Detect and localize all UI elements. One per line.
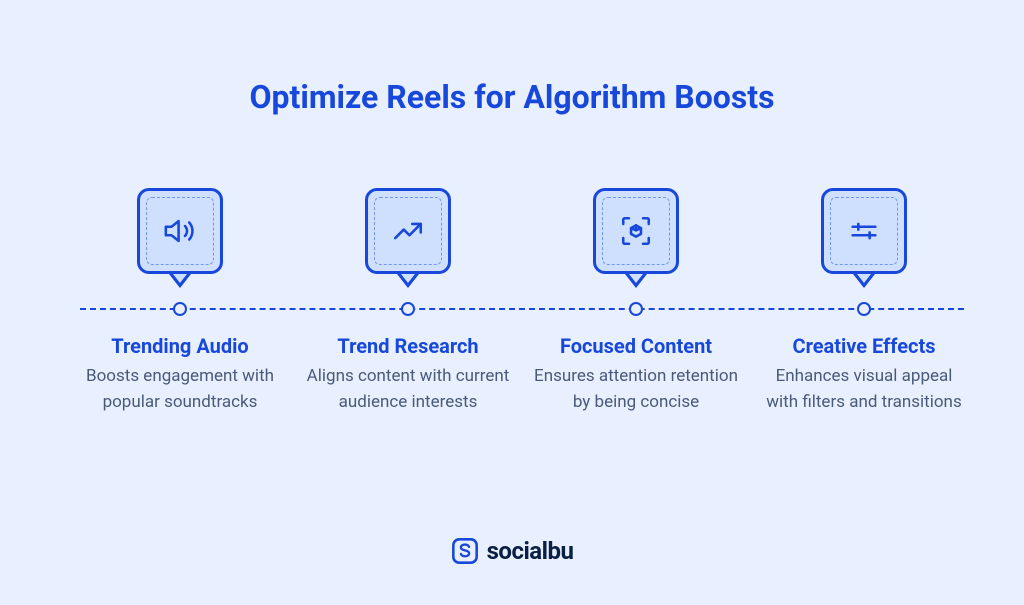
timeline-dot xyxy=(857,302,871,316)
card-connector-fill xyxy=(629,274,643,283)
card-connector-fill xyxy=(173,274,187,283)
item-desc: Aligns content with current audience int… xyxy=(303,364,513,415)
brand: socialbu xyxy=(0,537,1024,565)
brand-name: socialbu xyxy=(487,537,574,565)
page-title: Optimize Reels for Algorithm Boosts xyxy=(0,0,1024,116)
item-desc: Enhances visual appeal with filters and … xyxy=(759,364,969,415)
item-card xyxy=(593,188,679,274)
item-card xyxy=(137,188,223,274)
brand-logo-icon xyxy=(451,537,479,565)
item-card xyxy=(821,188,907,274)
timeline-items: Trending Audio Boosts engagement with po… xyxy=(80,188,964,274)
focus-icon xyxy=(619,214,653,248)
card-connector-fill xyxy=(857,274,871,283)
timeline-line xyxy=(80,308,964,310)
item-desc: Ensures attention retention by being con… xyxy=(531,364,741,415)
timeline-item: Focused Content Ensures attention retent… xyxy=(536,188,736,274)
item-text: Creative Effects Enhances visual appeal … xyxy=(759,334,969,415)
item-title: Focused Content xyxy=(531,334,741,358)
timeline-item: Creative Effects Enhances visual appeal … xyxy=(764,188,964,274)
timeline: Trending Audio Boosts engagement with po… xyxy=(80,188,964,274)
item-title: Creative Effects xyxy=(759,334,969,358)
item-text: Trending Audio Boosts engagement with po… xyxy=(75,334,285,415)
timeline-dot xyxy=(401,302,415,316)
timeline-item: Trending Audio Boosts engagement with po… xyxy=(80,188,280,274)
timeline-item: Trend Research Aligns content with curre… xyxy=(308,188,508,274)
timeline-dot xyxy=(173,302,187,316)
sound-icon xyxy=(163,214,197,248)
item-text: Focused Content Ensures attention retent… xyxy=(531,334,741,415)
item-title: Trend Research xyxy=(303,334,513,358)
trend-icon xyxy=(391,214,425,248)
timeline-dot xyxy=(629,302,643,316)
item-text: Trend Research Aligns content with curre… xyxy=(303,334,513,415)
card-connector-fill xyxy=(401,274,415,283)
item-desc: Boosts engagement with popular soundtrac… xyxy=(75,364,285,415)
item-title: Trending Audio xyxy=(75,334,285,358)
item-card xyxy=(365,188,451,274)
sliders-icon xyxy=(847,214,881,248)
